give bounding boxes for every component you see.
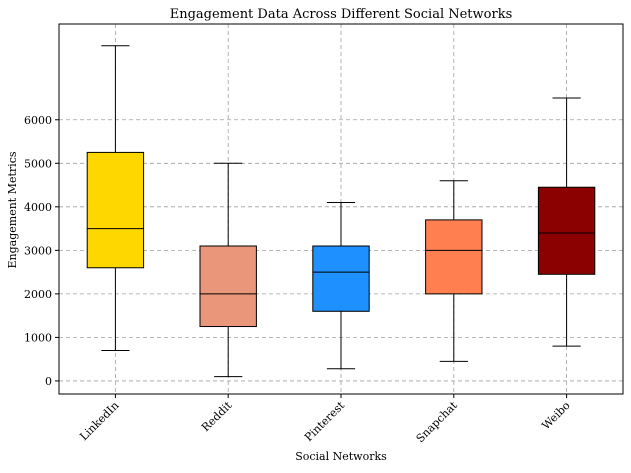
box-iqr bbox=[425, 219, 483, 295]
box-iqr bbox=[312, 245, 370, 312]
y-tick-label: 2000 bbox=[24, 288, 52, 301]
box-pinterest bbox=[312, 201, 370, 370]
y-tick-label: 6000 bbox=[24, 114, 52, 127]
y-axis-label: Engagement Metrics bbox=[6, 151, 19, 268]
y-tick-label: 5000 bbox=[24, 157, 52, 170]
y-tick-label: 1000 bbox=[24, 331, 52, 344]
box-layer bbox=[86, 45, 596, 378]
x-tick-label: Snapchat bbox=[414, 399, 461, 446]
x-axis-label: Social Networks bbox=[295, 450, 387, 463]
x-tick-label: Pinterest bbox=[302, 399, 348, 445]
box-iqr bbox=[199, 245, 257, 328]
box-reddit bbox=[199, 162, 257, 378]
box-iqr bbox=[537, 186, 596, 275]
box-snapchat bbox=[425, 180, 483, 362]
box-linkedin bbox=[86, 45, 145, 351]
box-weibo bbox=[537, 97, 596, 347]
x-tick-label: Weibo bbox=[539, 399, 573, 433]
x-tick-label: LinkedIn bbox=[77, 399, 121, 443]
chart-title: Engagement Data Across Different Social … bbox=[170, 7, 513, 22]
y-tick-label: 0 bbox=[45, 375, 52, 388]
x-tick-label: Reddit bbox=[199, 399, 235, 435]
y-tick-label: 4000 bbox=[24, 201, 52, 214]
box-iqr bbox=[86, 151, 145, 269]
y-tick-label: 3000 bbox=[24, 244, 52, 257]
